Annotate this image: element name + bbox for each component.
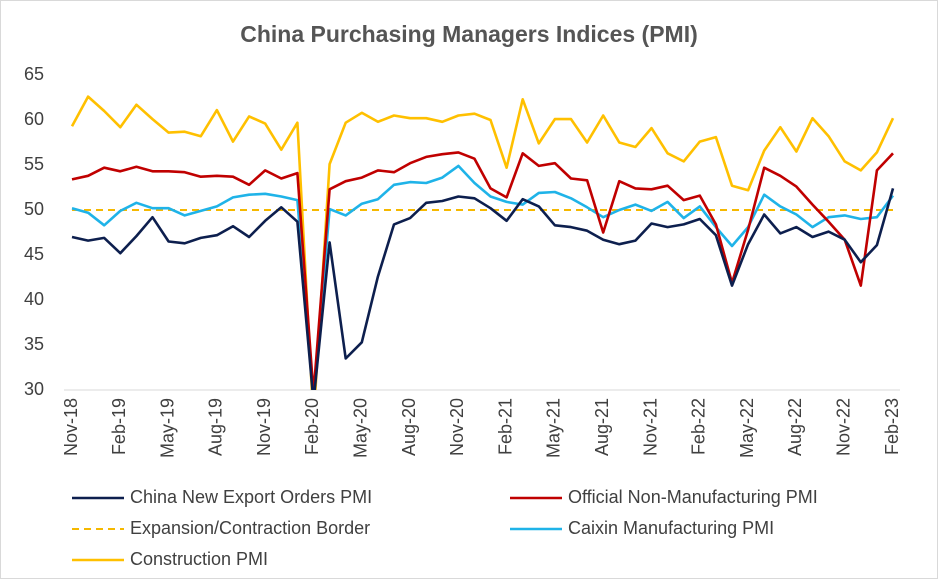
x-tick-label: May-21 [544, 398, 564, 458]
x-tick-label: Aug-20 [399, 398, 419, 456]
x-tick-label: Nov-19 [254, 398, 274, 456]
x-tick-label: Nov-20 [447, 398, 467, 456]
legend-label: Construction PMI [130, 549, 268, 569]
legend-label: Official Non-Manufacturing PMI [568, 487, 818, 507]
x-tick-label: Aug-19 [206, 398, 226, 456]
y-tick-label: 35 [24, 334, 44, 354]
legend-label: China New Export Orders PMI [130, 487, 372, 507]
chart-title: China Purchasing Managers Indices (PMI) [240, 21, 698, 47]
legend-label: Expansion/Contraction Border [130, 518, 370, 538]
y-tick-label: 45 [24, 244, 44, 264]
series-line [71, 188, 895, 390]
legend-label: Caixin Manufacturing PMI [568, 518, 774, 538]
plot-area [70, 95, 895, 390]
y-tick-label: 40 [24, 289, 44, 309]
y-tick-label: 65 [24, 64, 44, 84]
x-tick-label: May-19 [157, 398, 177, 458]
x-tick-label: Aug-21 [592, 398, 612, 456]
x-tick-label: Feb-20 [302, 398, 322, 455]
y-tick-label: 55 [24, 154, 44, 174]
x-tick-label: Feb-23 [882, 398, 902, 455]
series-line [71, 151, 894, 390]
series-line [71, 164, 895, 390]
series-line [70, 95, 895, 390]
x-tick-label: May-22 [737, 398, 757, 458]
y-tick-label: 50 [24, 199, 44, 219]
x-tick-label: May-20 [351, 398, 371, 458]
x-tick-label: Feb-19 [109, 398, 129, 455]
x-tick-label: Nov-18 [61, 398, 81, 456]
x-tick-label: Nov-21 [640, 398, 660, 456]
x-tick-label: Nov-22 [833, 398, 853, 456]
x-tick-label: Feb-22 [689, 398, 709, 455]
y-tick-label: 30 [24, 379, 44, 399]
y-tick-label: 60 [24, 109, 44, 129]
x-tick-label: Aug-22 [785, 398, 805, 456]
x-tick-label: Feb-21 [495, 398, 515, 455]
